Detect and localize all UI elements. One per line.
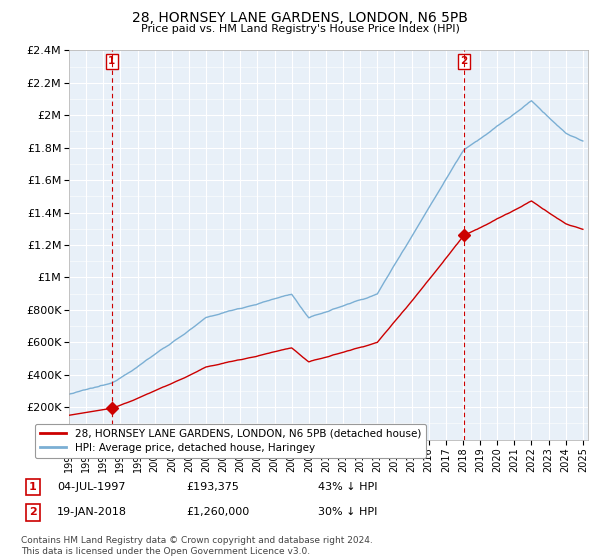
Text: 2: 2 bbox=[460, 56, 467, 66]
Text: Contains HM Land Registry data © Crown copyright and database right 2024.
This d: Contains HM Land Registry data © Crown c… bbox=[21, 536, 373, 556]
Text: 1: 1 bbox=[108, 56, 115, 66]
Text: £1,260,000: £1,260,000 bbox=[186, 507, 249, 517]
Text: Price paid vs. HM Land Registry's House Price Index (HPI): Price paid vs. HM Land Registry's House … bbox=[140, 24, 460, 34]
Text: £193,375: £193,375 bbox=[186, 482, 239, 492]
Text: 28, HORNSEY LANE GARDENS, LONDON, N6 5PB: 28, HORNSEY LANE GARDENS, LONDON, N6 5PB bbox=[132, 11, 468, 25]
Legend: 28, HORNSEY LANE GARDENS, LONDON, N6 5PB (detached house), HPI: Average price, d: 28, HORNSEY LANE GARDENS, LONDON, N6 5PB… bbox=[35, 424, 427, 458]
Text: 19-JAN-2018: 19-JAN-2018 bbox=[57, 507, 127, 517]
Text: 1: 1 bbox=[29, 482, 37, 492]
Text: 30% ↓ HPI: 30% ↓ HPI bbox=[318, 507, 377, 517]
Text: 2: 2 bbox=[29, 507, 37, 517]
Text: 43% ↓ HPI: 43% ↓ HPI bbox=[318, 482, 377, 492]
Text: 04-JUL-1997: 04-JUL-1997 bbox=[57, 482, 125, 492]
